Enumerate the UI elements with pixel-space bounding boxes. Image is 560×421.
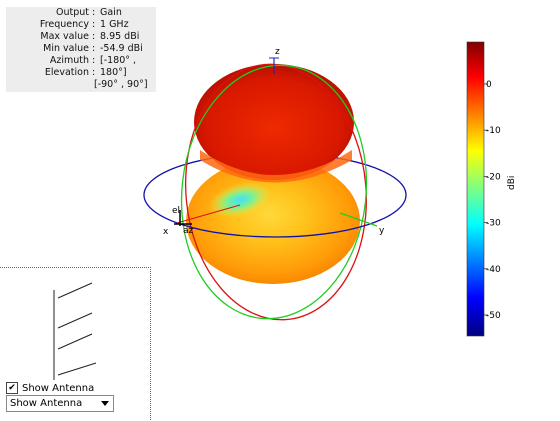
info-key: Frequency xyxy=(39,19,89,30)
dropdown-value: Show Antenna xyxy=(10,398,83,409)
info-row-max-value: Max value : 8.95 dBi xyxy=(6,31,156,43)
info-row-azimuth: Azimuth : [-180° , xyxy=(6,55,156,67)
info-panel: Output : Gain Frequency : 1 GHz Max valu… xyxy=(6,7,156,92)
show-antenna-dropdown[interactable]: Show Antenna xyxy=(6,395,114,412)
y-axis-label: y xyxy=(379,226,385,236)
x-axis-line xyxy=(176,204,241,224)
info-key: Max value xyxy=(40,31,89,42)
info-elevation-range: [-90° , 90°] xyxy=(94,79,148,90)
antenna-preview xyxy=(0,267,151,420)
info-value: -54.9 dBi xyxy=(100,43,143,54)
colorbar-unit-label: dBi xyxy=(507,176,517,190)
info-value: Gain xyxy=(100,7,122,18)
info-value: 180°] xyxy=(100,67,127,78)
info-key: Output xyxy=(56,7,89,18)
elevation-circle-green xyxy=(180,64,368,320)
y-axis-line xyxy=(339,212,378,227)
colorbar-tick-label: -40 xyxy=(486,265,501,275)
info-row-min-value: Min value : -54.9 dBi xyxy=(6,43,156,55)
antenna-drawing xyxy=(53,282,97,380)
info-value: 8.95 dBi xyxy=(100,31,140,42)
info-key: Azimuth xyxy=(49,55,89,66)
info-row-elevation: Elevation : 180°] xyxy=(6,67,156,79)
colorbar-tick-label: -30 xyxy=(486,219,501,229)
colorbar xyxy=(466,41,485,337)
null-region xyxy=(208,182,272,218)
el-label: el xyxy=(172,206,180,216)
checkbox-box[interactable]: ✔ xyxy=(6,382,18,394)
show-antenna-checkbox[interactable]: ✔ Show Antenna xyxy=(6,382,94,394)
chevron-down-icon[interactable] xyxy=(101,401,109,406)
upper-lobe xyxy=(194,64,354,180)
info-value: 1 GHz xyxy=(100,19,129,30)
colorbar-tick-label: -50 xyxy=(486,311,501,321)
colorbar-tick-label: -20 xyxy=(486,172,501,182)
info-row-output: Output : Gain xyxy=(6,7,156,19)
colorbar-tick-label: -10 xyxy=(486,126,501,136)
show-antenna-label: Show Antenna xyxy=(22,382,95,394)
colorbar-tick-label: 0 xyxy=(486,80,492,90)
x-axis-label: x xyxy=(163,227,169,237)
z-axis-label: z xyxy=(275,47,280,57)
elevation-circle-red xyxy=(185,63,367,321)
info-row-frequency: Frequency : 1 GHz xyxy=(6,19,156,31)
info-value: [-180° , xyxy=(100,55,137,66)
azimuth-circle-front xyxy=(143,194,407,238)
lobe-transition xyxy=(200,150,352,183)
info-key: Min value xyxy=(43,43,89,54)
az-label: az xyxy=(183,226,194,236)
info-key: Elevation xyxy=(44,67,89,78)
